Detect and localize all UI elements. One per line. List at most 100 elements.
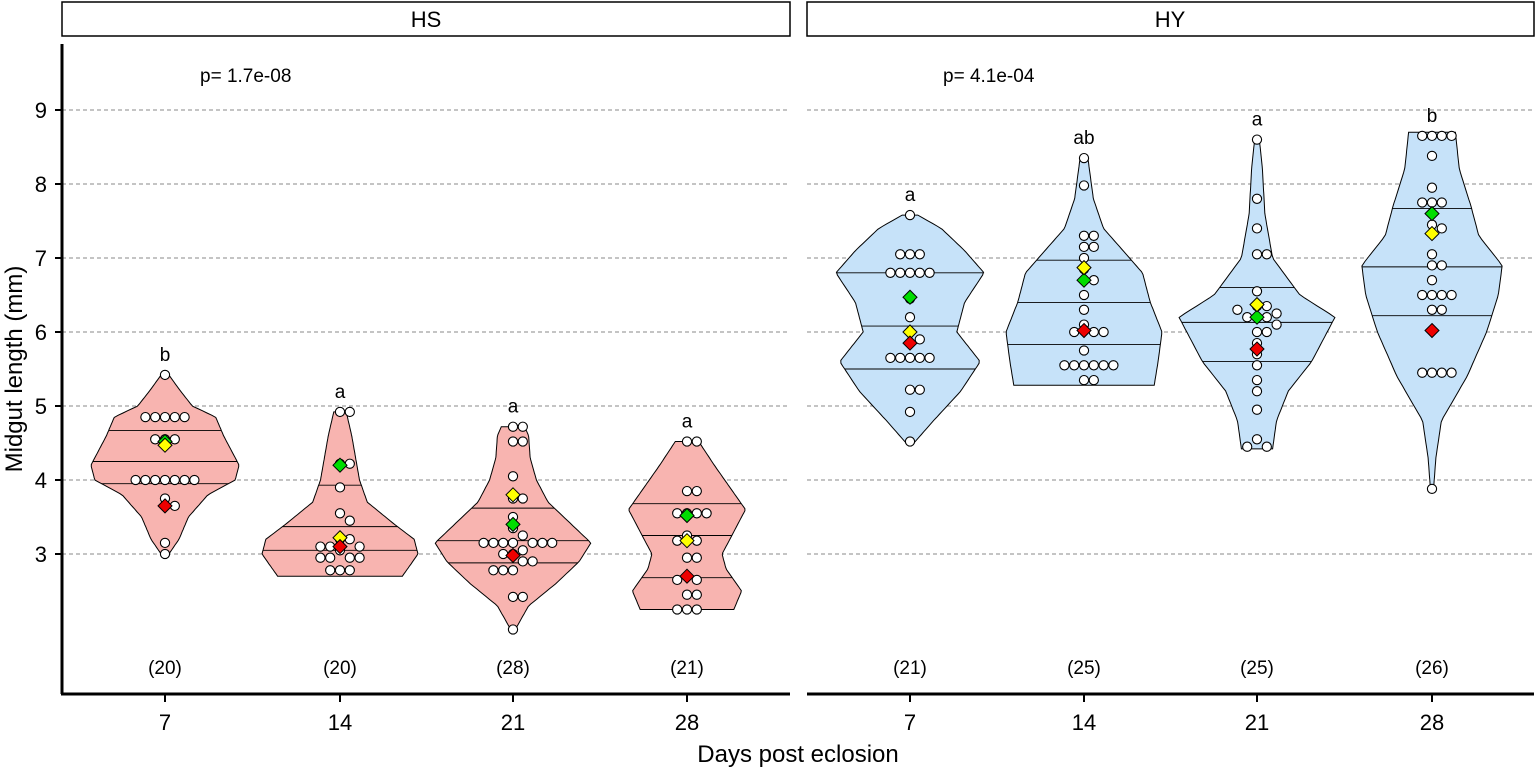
green-diamond-marker <box>332 457 348 473</box>
data-point <box>488 537 499 549</box>
yellow-diamond-marker <box>1249 296 1265 313</box>
data-point <box>1069 326 1080 338</box>
data-point <box>354 552 365 563</box>
red-diamond-marker <box>505 547 521 564</box>
data-point <box>681 589 693 600</box>
data-point <box>885 267 896 278</box>
x-axis-ticks: 7 14 21 28 7 14 21 28 <box>159 694 1444 735</box>
data-point <box>1242 441 1253 452</box>
data-point <box>169 411 180 423</box>
data-point <box>1088 241 1099 253</box>
data-point <box>159 548 171 560</box>
data-point <box>681 552 693 563</box>
data-point <box>914 334 925 345</box>
data-point <box>1426 367 1438 378</box>
green-diamond-marker <box>1249 309 1265 325</box>
significance-letter: a <box>335 382 346 403</box>
data-point <box>1078 289 1090 301</box>
y-tick-label: 8 <box>35 172 47 197</box>
data-point <box>1436 289 1447 301</box>
x-tick-label: 21 <box>501 710 525 735</box>
data-point <box>344 534 355 545</box>
data-point <box>904 406 916 418</box>
red-diamond-marker <box>157 498 173 514</box>
green-diamond-marker <box>1076 272 1092 288</box>
data-point <box>507 471 519 482</box>
data-point <box>1417 289 1428 301</box>
data-point <box>1059 360 1070 371</box>
data-point <box>672 604 683 615</box>
data-point <box>315 552 326 563</box>
data-point <box>1251 404 1263 415</box>
data-point <box>1251 249 1263 260</box>
data-point <box>1251 360 1263 371</box>
strip-hy <box>806 1 1535 37</box>
violin-body <box>90 374 240 555</box>
red-diamond-marker <box>1424 322 1440 339</box>
y-tick-label: 6 <box>35 320 47 345</box>
data-point <box>344 458 355 469</box>
green-diamond-marker <box>679 507 695 524</box>
data-point <box>914 249 925 260</box>
data-point <box>1251 374 1263 386</box>
significance-letter: a <box>682 412 693 433</box>
data-point <box>517 493 528 504</box>
x-tick-label: 28 <box>675 710 699 735</box>
y-tick-label: 4 <box>35 468 47 493</box>
data-point <box>140 474 151 486</box>
significance-letter: a <box>905 185 916 206</box>
data-point <box>691 589 702 600</box>
data-point <box>1446 130 1457 142</box>
data-point <box>701 508 712 519</box>
data-point <box>517 421 528 432</box>
data-point <box>691 552 702 563</box>
data-point <box>1251 386 1263 397</box>
data-point <box>169 474 180 486</box>
data-point <box>498 537 509 549</box>
data-point <box>1108 360 1119 371</box>
data-point <box>1078 345 1090 356</box>
data-point <box>1069 360 1080 371</box>
data-point <box>1251 193 1263 204</box>
sample-size-label: (21) <box>893 658 927 679</box>
data-point <box>1417 367 1428 378</box>
data-point <box>1088 230 1099 241</box>
data-point <box>691 604 702 615</box>
data-point <box>478 537 489 549</box>
data-point <box>1261 326 1272 338</box>
data-point <box>1436 223 1447 234</box>
data-point <box>681 604 693 615</box>
data-point <box>150 474 161 486</box>
violins <box>90 130 1503 635</box>
annotations: p= 1.7e-08 b (20) a (20) a (28) a (21) p= 4.1e-04… <box>148 66 1449 679</box>
data-point <box>507 436 519 447</box>
data-point <box>130 474 141 486</box>
data-point <box>150 411 161 423</box>
data-point <box>1426 150 1438 162</box>
data-point <box>914 384 925 395</box>
y-tick-label: 7 <box>35 246 47 271</box>
sample-size-label: (20) <box>148 658 182 679</box>
data-point <box>1417 197 1428 208</box>
strip-label-hs: HS <box>411 7 442 32</box>
data-point <box>1088 326 1099 338</box>
data-point <box>1426 289 1438 301</box>
data-point <box>507 537 519 549</box>
data-point <box>1078 304 1090 315</box>
yellow-diamond-marker <box>157 437 173 453</box>
data-point <box>1436 197 1447 208</box>
data-point <box>344 552 355 563</box>
y-tick-label: 3 <box>35 542 47 567</box>
data-point <box>179 474 190 486</box>
data-point <box>325 565 336 576</box>
yellow-diamond-marker <box>679 532 695 549</box>
data-point <box>1078 241 1090 253</box>
data-point <box>895 352 906 364</box>
data-point <box>1426 130 1438 142</box>
data-point <box>1271 319 1282 330</box>
x-tick-label: 28 <box>1420 710 1444 735</box>
data-point <box>1251 326 1263 338</box>
y-axis-ticks: 3 4 5 6 7 8 9 <box>35 98 62 567</box>
data-point <box>924 267 935 278</box>
data-point <box>1261 300 1272 312</box>
